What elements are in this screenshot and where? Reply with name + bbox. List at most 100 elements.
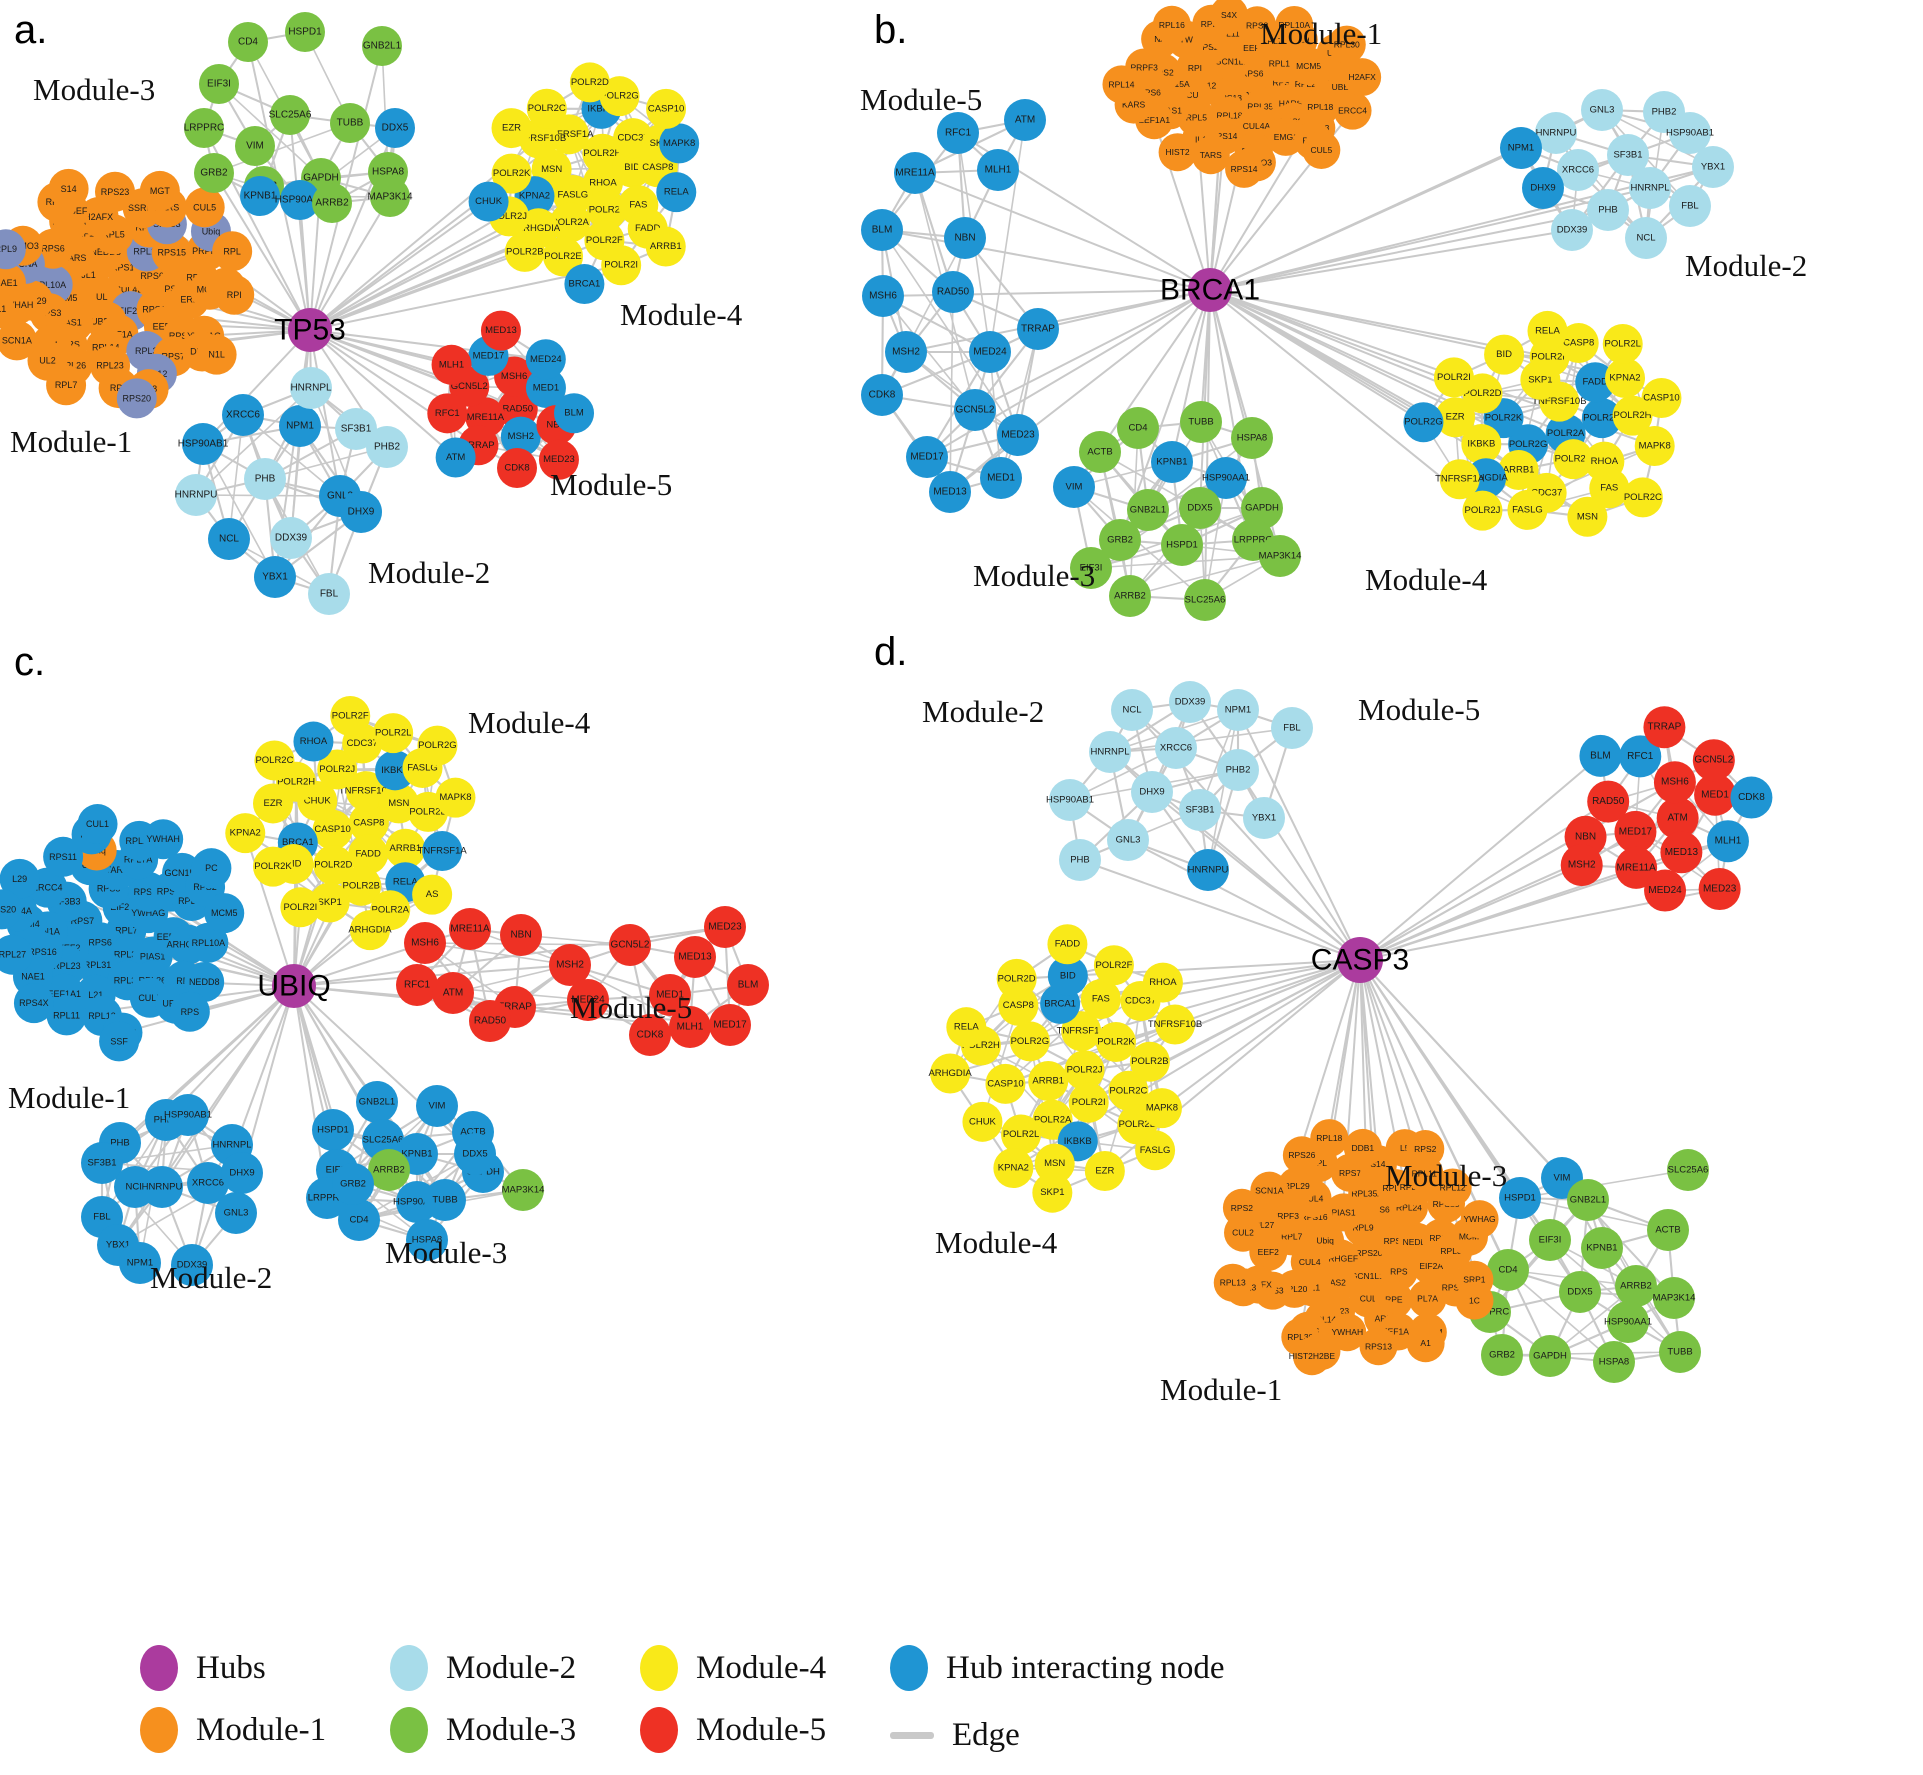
network-node[interactable]: DHX9 <box>340 491 382 533</box>
network-node[interactable]: MSH6 <box>404 922 446 964</box>
network-node[interactable]: GRB2 <box>194 153 234 193</box>
network-node[interactable]: XRCC6 <box>222 394 264 436</box>
network-node[interactable]: RELA <box>946 1007 987 1048</box>
network-node[interactable]: ERCC4 <box>1333 91 1372 130</box>
network-node[interactable]: POLR2G <box>1009 1021 1050 1062</box>
network-node[interactable]: RPL14 <box>1102 65 1141 104</box>
network-node[interactable]: ACTB <box>1079 431 1121 473</box>
network-node[interactable]: FBL <box>308 573 350 615</box>
network-node[interactable]: NPM1 <box>279 405 321 447</box>
network-node[interactable]: MSH2 <box>1560 844 1603 887</box>
network-node[interactable]: 1C <box>1455 1281 1494 1320</box>
network-node[interactable]: MAPK8 <box>659 123 700 164</box>
network-node[interactable]: CDK8 <box>1730 776 1773 819</box>
network-node[interactable]: RPS <box>169 991 210 1032</box>
network-node[interactable]: H2AFX <box>1343 58 1382 97</box>
network-node[interactable]: NBN <box>944 217 986 259</box>
network-node[interactable]: EIF3I <box>199 64 239 104</box>
network-node[interactable]: BLM <box>1579 734 1622 777</box>
network-node[interactable]: POLR2L <box>373 713 414 754</box>
network-node[interactable]: GNL3 <box>1581 89 1623 131</box>
network-node[interactable]: HNRNPU <box>1187 849 1229 891</box>
network-node[interactable]: YWHAH <box>143 819 184 860</box>
network-node[interactable]: MED17 <box>709 1004 751 1046</box>
network-node[interactable]: POLR2K <box>1095 1021 1136 1062</box>
network-node[interactable]: SLC25A6 <box>1184 579 1226 621</box>
network-node[interactable]: CHUK <box>962 1101 1003 1142</box>
hub-node[interactable]: CASP3 <box>1311 937 1409 983</box>
network-node[interactable]: POLR2I <box>1068 1082 1109 1123</box>
network-node[interactable]: RPS2 <box>1222 1188 1261 1227</box>
network-node[interactable]: HSPD1 <box>312 1109 354 1151</box>
network-node[interactable]: VIM <box>1053 466 1095 508</box>
network-node[interactable]: POLR2G <box>1403 402 1444 443</box>
network-node[interactable]: PHB2 <box>1217 749 1259 791</box>
network-node[interactable]: N1L <box>196 334 237 375</box>
network-node[interactable]: RAD50 <box>1587 780 1630 823</box>
network-node[interactable]: RPS4X <box>13 983 54 1024</box>
network-node[interactable]: S14 <box>48 168 89 209</box>
network-node[interactable]: RPS14 <box>1225 149 1264 188</box>
network-node[interactable]: GAPDH <box>1529 1335 1571 1377</box>
network-node[interactable]: CDK8 <box>861 374 903 416</box>
network-node[interactable]: MLH1 <box>977 149 1019 191</box>
network-node[interactable]: MED23 <box>704 906 746 948</box>
network-node[interactable]: HNRNPU <box>175 474 218 516</box>
network-node[interactable]: MED1 <box>980 457 1022 499</box>
network-node[interactable]: POLR2B <box>504 231 545 272</box>
network-node[interactable]: ARRB1 <box>645 226 686 267</box>
network-node[interactable]: POLR2L <box>1602 323 1643 364</box>
network-node[interactable]: AS <box>412 874 453 915</box>
network-node[interactable]: HIST2 <box>1158 133 1197 172</box>
network-node[interactable]: YBX1 <box>1243 797 1285 839</box>
network-node[interactable]: MSH2 <box>885 331 927 373</box>
network-node[interactable]: PC <box>191 848 232 889</box>
network-node[interactable]: TRRAP <box>1017 308 1059 350</box>
network-node[interactable]: RPL18 <box>1310 1119 1349 1158</box>
network-node[interactable]: FBL <box>1271 707 1313 749</box>
network-node[interactable]: FASLG <box>1135 1130 1176 1171</box>
network-node[interactable]: DDX5 <box>1179 487 1221 529</box>
network-node[interactable]: HNRNPL <box>1629 167 1671 209</box>
network-node[interactable]: KPNA2 <box>993 1148 1034 1189</box>
network-node[interactable]: MAP3K14 <box>502 1169 545 1211</box>
network-node[interactable]: EIF3I <box>1529 1219 1571 1261</box>
network-node[interactable]: FADD <box>1047 924 1088 965</box>
network-node[interactable]: POLR2C <box>254 740 295 781</box>
network-node[interactable]: RFC1 <box>427 393 468 434</box>
network-node[interactable]: RELA <box>656 172 697 213</box>
network-node[interactable]: RPL16 <box>1152 5 1191 44</box>
network-node[interactable]: MSH6 <box>1653 761 1696 804</box>
network-node[interactable]: NCL <box>208 518 250 560</box>
network-node[interactable]: MED24 <box>525 339 566 380</box>
network-node[interactable]: VIM <box>235 126 275 166</box>
network-node[interactable]: MRE11A <box>894 152 936 194</box>
network-node[interactable]: MAP3K14 <box>1259 535 1302 577</box>
network-node[interactable]: KPNB1 <box>1151 441 1193 483</box>
network-node[interactable]: GNB2L1 <box>362 26 402 66</box>
network-node[interactable]: POLR2D <box>996 958 1037 999</box>
network-node[interactable]: VIM <box>416 1085 458 1127</box>
network-node[interactable]: A1 <box>1406 1324 1445 1363</box>
network-node[interactable]: POLR2L <box>1001 1114 1042 1155</box>
network-node[interactable]: HSPA8 <box>1231 417 1273 459</box>
network-node[interactable]: DHX9 <box>1131 771 1173 813</box>
network-node[interactable]: MED13 <box>674 936 716 978</box>
network-node[interactable]: MED17 <box>906 436 948 478</box>
network-node[interactable]: DDX5 <box>1559 1271 1601 1313</box>
network-node[interactable]: LRPPRC <box>184 108 225 148</box>
network-node[interactable]: RPI <box>214 274 255 315</box>
network-node[interactable]: HSPD1 <box>1161 524 1203 566</box>
network-node[interactable]: ATM <box>1004 99 1046 141</box>
network-node[interactable]: CD4 <box>228 22 268 62</box>
network-node[interactable]: MAPK8 <box>435 777 476 818</box>
network-node[interactable]: RPS20 <box>116 378 157 419</box>
network-node[interactable]: DHX9 <box>221 1152 263 1194</box>
network-node[interactable]: GNL3 <box>215 1192 257 1234</box>
network-node[interactable]: MED13 <box>1660 831 1703 874</box>
network-node[interactable]: CASP10 <box>985 1063 1026 1104</box>
network-node[interactable]: PHB <box>244 458 286 500</box>
network-node[interactable]: XRCC6 <box>1155 727 1197 769</box>
network-node[interactable]: SSF <box>99 1021 140 1062</box>
network-node[interactable]: POLR2G <box>417 725 458 766</box>
